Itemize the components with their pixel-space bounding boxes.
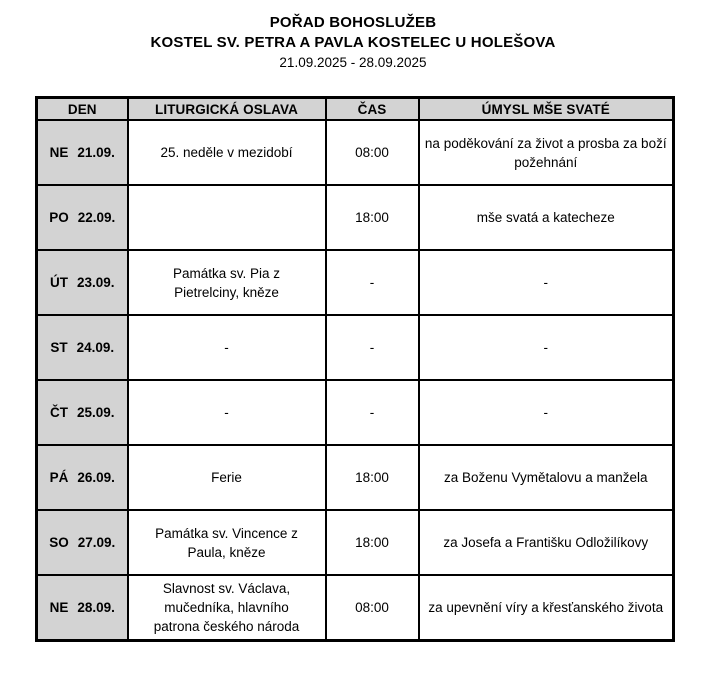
- column-header-day: DEN: [35, 96, 129, 121]
- document-header: POŘAD BOHOSLUŽEB KOSTEL SV. PETRA A PAVL…: [0, 0, 706, 73]
- day-date: 21.09.: [77, 145, 115, 160]
- day-abbr: ST: [50, 340, 68, 355]
- intention-cell: -: [417, 314, 675, 381]
- intention-cell: -: [417, 249, 675, 316]
- day-date: 24.09.: [76, 340, 115, 355]
- day-abbr: PO: [49, 210, 69, 225]
- celebration-cell: Slavnost sv. Václava, mučedníka, hlavníh…: [126, 574, 327, 641]
- day-abbr: NE: [49, 145, 69, 160]
- day-date: 26.09.: [77, 470, 115, 485]
- celebration-cell: -: [126, 379, 327, 446]
- celebration-cell: 25. neděle v mezidobí: [126, 119, 327, 186]
- day-cell: PÁ 26.09.: [35, 444, 129, 511]
- celebration-cell: [126, 184, 327, 251]
- column-header-celebration: LITURGICKÁ OSLAVA: [126, 96, 327, 121]
- schedule-table: DEN LITURGICKÁ OSLAVA ČAS ÚMYSL MŠE SVAT…: [35, 96, 675, 642]
- time-cell: -: [324, 314, 420, 381]
- day-abbr: PÁ: [49, 470, 69, 485]
- time-cell: 08:00: [324, 574, 420, 641]
- intention-cell: za upevnění víry a křesťanského života: [417, 574, 675, 641]
- celebration-cell: -: [126, 314, 327, 381]
- day-date: 22.09.: [77, 210, 116, 225]
- celebration-cell: Památka sv. Vincence z Paula, kněze: [126, 509, 327, 576]
- day-cell: NE 28.09.: [35, 574, 129, 641]
- day-cell: ČT 25.09.: [35, 379, 129, 446]
- day-date: 28.09.: [77, 599, 115, 615]
- intention-cell: mše svatá a katecheze: [417, 184, 675, 251]
- day-abbr: ÚT: [49, 275, 68, 290]
- page-title: POŘAD BOHOSLUŽEB: [269, 14, 437, 31]
- day-abbr: SO: [49, 535, 69, 550]
- table-row: NE 28.09. Slavnost sv. Václava, mučedníka…: [35, 574, 675, 641]
- celebration-cell: Památka sv. Pia z Pietrelciny, kněze: [126, 249, 327, 316]
- time-cell: -: [324, 249, 420, 316]
- table-row: ÚT 23.09. Památka sv. Pia z Pietrelciny, …: [35, 249, 675, 316]
- day-abbr: ČT: [49, 405, 68, 420]
- table-header-row: DEN LITURGICKÁ OSLAVA ČAS ÚMYSL MŠE SVAT…: [35, 96, 675, 121]
- day-cell: ST 24.09.: [35, 314, 129, 381]
- time-cell: -: [324, 379, 420, 446]
- table-row: PO 22.09. 18:00 mše svatá a katecheze: [35, 184, 675, 251]
- day-cell: NE 21.09.: [35, 119, 129, 186]
- table-row: PÁ 26.09. Ferie 18:00 za Boženu Vymětalov…: [35, 444, 675, 511]
- day-date: 23.09.: [76, 275, 115, 290]
- table-row: ČT 25.09. - - -: [35, 379, 675, 446]
- intention-cell: za Josefa a Františku Odložilíkovy: [417, 509, 675, 576]
- day-date: 25.09.: [76, 405, 115, 420]
- date-range: 21.09.2025 - 28.09.2025: [279, 55, 427, 70]
- table-row: ST 24.09. - - -: [35, 314, 675, 381]
- day-date: 27.09.: [77, 535, 116, 550]
- time-cell: 08:00: [324, 119, 420, 186]
- column-header-time: ČAS: [324, 96, 420, 121]
- time-cell: 18:00: [324, 444, 420, 511]
- celebration-cell: Ferie: [126, 444, 327, 511]
- table-row: NE 21.09. 25. neděle v mezidobí 08:00 na …: [35, 119, 675, 186]
- time-cell: 18:00: [324, 184, 420, 251]
- column-header-intention: ÚMYSL MŠE SVATÉ: [417, 96, 675, 121]
- intention-cell: na poděkování za život a prosba za boží …: [417, 119, 675, 186]
- table-row: SO 27.09. Památka sv. Vincence z Paula, k…: [35, 509, 675, 576]
- day-abbr: NE: [49, 599, 69, 615]
- time-cell: 18:00: [324, 509, 420, 576]
- church-name: KOSTEL SV. PETRA A PAVLA KOSTELEC U HOLE…: [150, 34, 556, 51]
- day-cell: SO 27.09.: [35, 509, 129, 576]
- intention-cell: za Boženu Vymětalovu a manžela: [417, 444, 675, 511]
- intention-cell: -: [417, 379, 675, 446]
- day-cell: PO 22.09.: [35, 184, 129, 251]
- day-cell: ÚT 23.09.: [35, 249, 129, 316]
